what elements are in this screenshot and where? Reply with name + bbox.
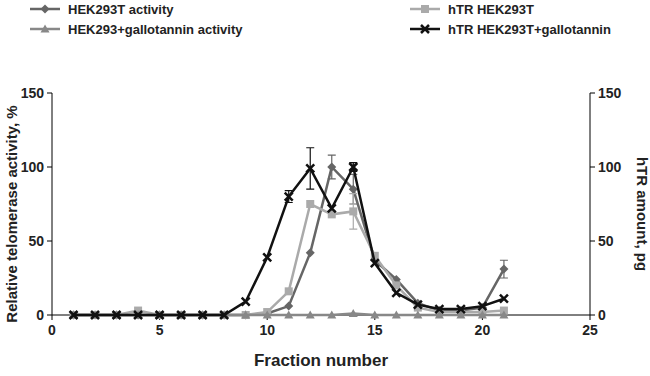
series-line bbox=[74, 167, 504, 315]
legend-marker bbox=[421, 25, 429, 33]
error-bar bbox=[349, 194, 357, 230]
marker bbox=[327, 163, 336, 172]
legend: HEK293T activity hTR HEK293T HEK293+gallot… bbox=[30, 2, 611, 37]
marker bbox=[284, 311, 293, 319]
marker bbox=[263, 311, 272, 319]
error-bar bbox=[306, 148, 314, 189]
y2-axis-title: hTR amount, pg bbox=[634, 157, 650, 271]
y-tick-label: 50 bbox=[28, 233, 44, 249]
marker bbox=[414, 301, 422, 309]
series bbox=[70, 194, 508, 319]
y-tick-label: 0 bbox=[36, 307, 44, 323]
y-tick bbox=[47, 241, 52, 242]
x-tick-label: 20 bbox=[475, 322, 491, 338]
error-bar bbox=[500, 260, 508, 278]
error-bar bbox=[328, 155, 336, 179]
marker bbox=[263, 309, 272, 318]
marker bbox=[177, 311, 185, 319]
marker bbox=[91, 311, 99, 319]
marker bbox=[328, 204, 336, 212]
legend-label: hTR HEK293T+gallotannin bbox=[448, 22, 611, 37]
marker bbox=[306, 164, 314, 172]
y2-tick bbox=[590, 241, 595, 242]
error-bar bbox=[349, 163, 357, 172]
marker bbox=[113, 311, 121, 319]
y-axis-title: Relative telomerase activity, % bbox=[3, 105, 20, 322]
y-tick bbox=[47, 315, 52, 316]
y2-tick-label: 150 bbox=[598, 85, 622, 101]
y2-tick bbox=[590, 315, 595, 316]
marker bbox=[327, 311, 336, 319]
marker bbox=[413, 311, 422, 319]
marker bbox=[306, 248, 315, 257]
marker bbox=[199, 311, 207, 319]
marker bbox=[435, 305, 443, 313]
y2-tick-label: 0 bbox=[598, 307, 606, 323]
marker bbox=[263, 253, 271, 261]
series bbox=[69, 155, 508, 319]
chart: 0510152025050100150050100150Fraction num… bbox=[0, 0, 650, 376]
series-line bbox=[74, 204, 504, 315]
marker bbox=[478, 302, 486, 310]
y2-tick-label: 100 bbox=[598, 159, 622, 175]
legend-label: hTR HEK293T bbox=[448, 2, 534, 17]
marker bbox=[349, 163, 357, 171]
y-tick bbox=[47, 167, 52, 168]
marker bbox=[413, 299, 422, 308]
legend-label: HEK293T activity bbox=[68, 2, 174, 17]
legend-marker bbox=[41, 5, 50, 14]
legend-marker bbox=[41, 25, 50, 33]
marker bbox=[220, 311, 228, 319]
marker bbox=[70, 311, 78, 319]
marker bbox=[241, 311, 250, 319]
series bbox=[70, 148, 508, 319]
marker bbox=[499, 265, 508, 274]
legend-label: HEK293+gallotannin activity bbox=[68, 22, 243, 37]
x-tick-label: 25 bbox=[582, 322, 598, 338]
legend-marker bbox=[421, 5, 429, 13]
plot-area bbox=[69, 148, 508, 320]
series-line bbox=[74, 167, 504, 315]
marker bbox=[349, 207, 357, 215]
marker bbox=[457, 305, 465, 313]
x-tick-label: 10 bbox=[259, 322, 275, 338]
marker bbox=[285, 287, 293, 295]
marker bbox=[392, 311, 401, 319]
marker bbox=[156, 311, 164, 319]
marker bbox=[306, 311, 315, 319]
y2-tick-label: 50 bbox=[598, 233, 614, 249]
marker bbox=[371, 259, 379, 267]
x-axis-title: Fraction number bbox=[254, 351, 389, 370]
y-axis bbox=[52, 93, 53, 315]
y2-tick bbox=[590, 167, 595, 168]
marker bbox=[478, 311, 487, 319]
marker bbox=[242, 298, 250, 306]
marker bbox=[134, 311, 142, 319]
marker bbox=[370, 311, 379, 319]
marker bbox=[500, 295, 508, 303]
x-tick-label: 15 bbox=[367, 322, 383, 338]
y2-axis bbox=[590, 93, 591, 315]
marker bbox=[499, 311, 508, 319]
y-tick-label: 100 bbox=[21, 159, 45, 175]
marker bbox=[284, 302, 293, 311]
x-tick bbox=[590, 315, 591, 320]
x-tick-label: 5 bbox=[156, 322, 164, 338]
y2-tick bbox=[590, 93, 595, 94]
marker bbox=[285, 193, 293, 201]
x-tick bbox=[52, 315, 53, 320]
error-bar bbox=[285, 191, 293, 203]
marker bbox=[306, 200, 314, 208]
y-tick bbox=[47, 93, 52, 94]
y-tick-label: 150 bbox=[21, 85, 45, 101]
marker bbox=[349, 309, 358, 317]
marker bbox=[392, 289, 400, 297]
x-tick-label: 0 bbox=[48, 322, 56, 338]
